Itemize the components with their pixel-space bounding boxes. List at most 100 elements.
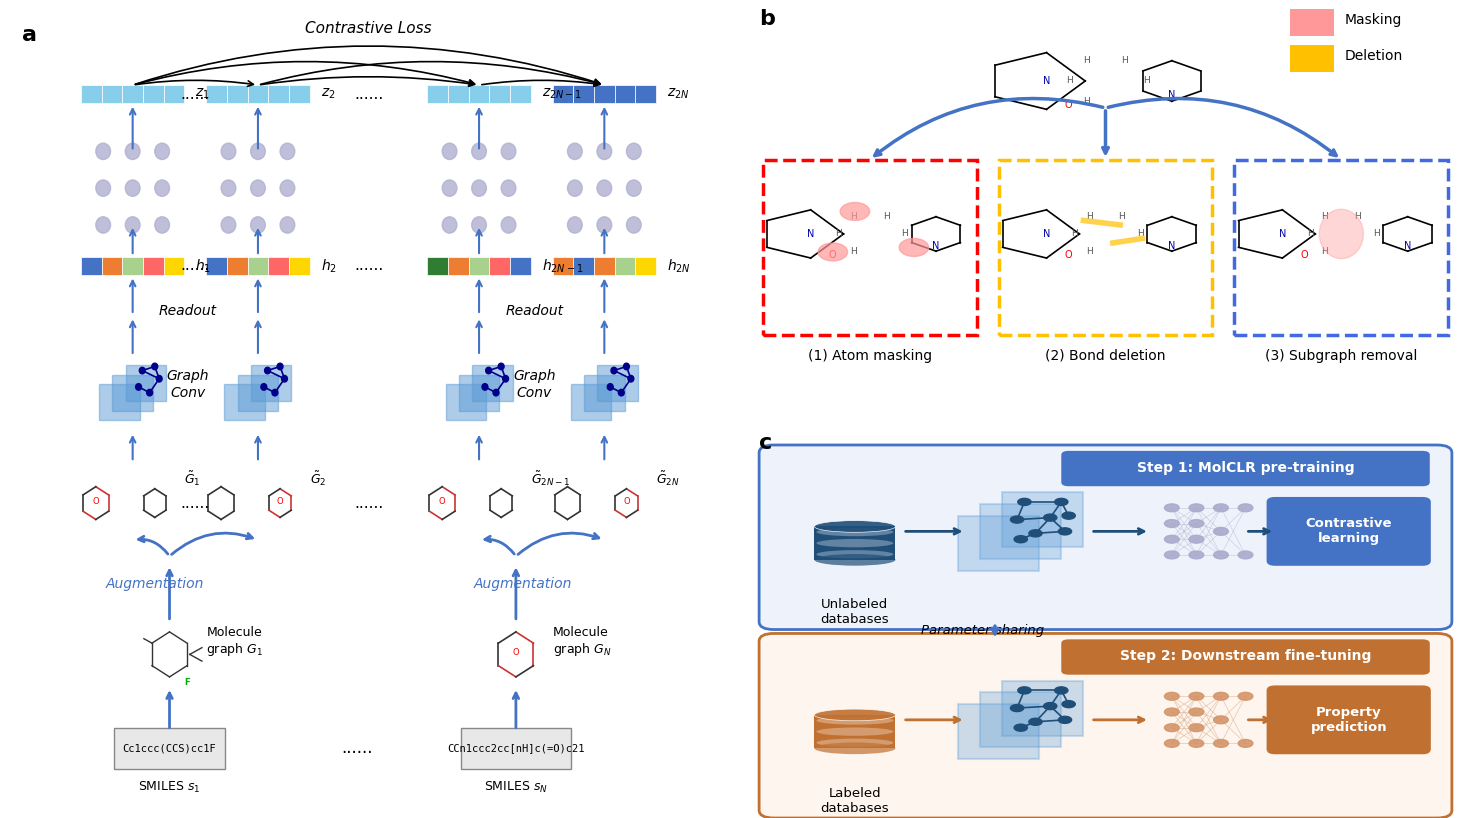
Text: O: O — [439, 497, 445, 506]
Bar — [122, 257, 143, 275]
Text: Step 1: MolCLR pre-training: Step 1: MolCLR pre-training — [1136, 461, 1355, 474]
Circle shape — [818, 243, 848, 261]
Bar — [448, 257, 469, 275]
Text: $z_2$: $z_2$ — [320, 87, 335, 101]
Circle shape — [1190, 551, 1204, 559]
FancyBboxPatch shape — [125, 365, 167, 401]
Circle shape — [1190, 724, 1204, 731]
Circle shape — [146, 389, 153, 396]
FancyBboxPatch shape — [980, 692, 1061, 748]
Circle shape — [251, 180, 265, 196]
Circle shape — [442, 217, 457, 233]
Circle shape — [1164, 519, 1179, 528]
Text: Augmentation: Augmentation — [475, 577, 572, 591]
Bar — [427, 257, 448, 275]
Text: N: N — [932, 241, 940, 251]
Text: Unlabeled
databases: Unlabeled databases — [821, 598, 889, 626]
Circle shape — [624, 363, 629, 370]
Circle shape — [1190, 692, 1204, 700]
Bar — [248, 85, 268, 103]
Bar — [489, 85, 510, 103]
Circle shape — [1010, 704, 1023, 712]
Circle shape — [1213, 739, 1228, 748]
Text: Contrastive
learning: Contrastive learning — [1306, 517, 1391, 546]
Circle shape — [626, 180, 641, 196]
Bar — [1290, 45, 1334, 72]
Text: Augmentation: Augmentation — [106, 577, 203, 591]
FancyBboxPatch shape — [999, 160, 1212, 335]
Circle shape — [271, 389, 277, 396]
Circle shape — [1164, 708, 1179, 716]
Circle shape — [1017, 687, 1032, 694]
FancyBboxPatch shape — [1234, 160, 1447, 335]
Text: $z_{2N}$: $z_{2N}$ — [666, 87, 690, 101]
Text: CCn1ccc2cc[nH]c(=O)c21: CCn1ccc2cc[nH]c(=O)c21 — [447, 744, 585, 753]
Text: N: N — [1042, 76, 1051, 86]
Circle shape — [628, 375, 634, 382]
Bar — [227, 257, 248, 275]
Circle shape — [1238, 739, 1253, 748]
Circle shape — [567, 143, 582, 160]
FancyBboxPatch shape — [814, 715, 895, 748]
Text: H: H — [1144, 76, 1150, 86]
Bar — [615, 85, 635, 103]
Bar — [81, 257, 102, 275]
FancyBboxPatch shape — [1061, 451, 1430, 486]
Text: O: O — [1300, 249, 1309, 259]
FancyBboxPatch shape — [113, 728, 224, 769]
Circle shape — [1044, 514, 1057, 521]
Circle shape — [1238, 551, 1253, 559]
Ellipse shape — [814, 520, 895, 533]
Bar — [164, 257, 184, 275]
Ellipse shape — [817, 550, 893, 559]
Circle shape — [280, 217, 295, 233]
Circle shape — [1164, 724, 1179, 731]
Text: O: O — [1064, 101, 1073, 110]
Circle shape — [1044, 703, 1057, 710]
Text: $\tilde{G}_{2N}$: $\tilde{G}_{2N}$ — [656, 470, 680, 488]
Bar — [164, 85, 184, 103]
Text: H: H — [1322, 212, 1328, 221]
Text: N: N — [1167, 90, 1176, 100]
Circle shape — [1017, 498, 1032, 506]
Circle shape — [442, 180, 457, 196]
FancyBboxPatch shape — [980, 504, 1061, 559]
Circle shape — [96, 217, 111, 233]
Bar — [635, 85, 656, 103]
Text: $h_{2N}$: $h_{2N}$ — [666, 257, 691, 275]
Text: b: b — [759, 9, 775, 29]
Circle shape — [442, 143, 457, 160]
Text: O: O — [624, 497, 629, 506]
Text: a: a — [22, 25, 37, 44]
Text: N: N — [1167, 241, 1176, 251]
FancyBboxPatch shape — [958, 704, 1039, 759]
Circle shape — [498, 363, 504, 370]
Circle shape — [472, 180, 486, 196]
FancyBboxPatch shape — [1002, 681, 1083, 735]
Text: H: H — [883, 212, 889, 221]
Circle shape — [96, 143, 111, 160]
Circle shape — [626, 143, 641, 160]
Bar — [448, 85, 469, 103]
Bar — [122, 85, 143, 103]
Text: $z_1$: $z_1$ — [195, 87, 209, 101]
Text: $h_1$: $h_1$ — [195, 257, 211, 275]
Bar — [289, 257, 310, 275]
Circle shape — [152, 363, 158, 370]
Ellipse shape — [814, 554, 895, 566]
Text: H: H — [1086, 212, 1092, 221]
Circle shape — [501, 217, 516, 233]
Ellipse shape — [817, 539, 893, 547]
Circle shape — [1164, 535, 1179, 543]
FancyBboxPatch shape — [224, 384, 265, 420]
Text: N: N — [806, 229, 815, 239]
Circle shape — [840, 202, 870, 221]
Text: N: N — [1403, 241, 1412, 251]
FancyBboxPatch shape — [1061, 640, 1430, 675]
Text: Graph
Conv: Graph Conv — [513, 370, 556, 399]
Ellipse shape — [817, 727, 893, 736]
Text: H: H — [1083, 56, 1089, 65]
Text: SMILES $s_1$: SMILES $s_1$ — [139, 780, 200, 794]
Text: Molecule
graph $G_1$: Molecule graph $G_1$ — [206, 626, 264, 658]
Circle shape — [280, 143, 295, 160]
